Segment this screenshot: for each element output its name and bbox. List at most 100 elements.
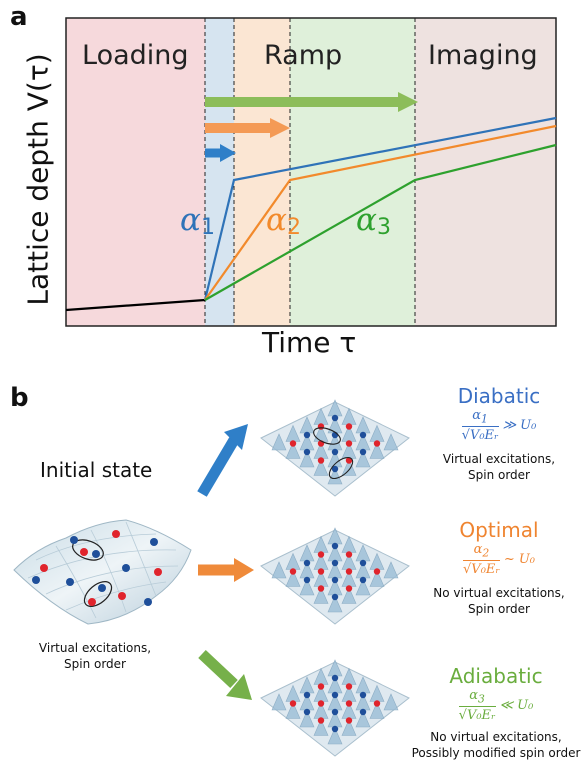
loading-region xyxy=(66,18,205,326)
lattice-peak xyxy=(341,458,357,476)
atom xyxy=(303,708,311,716)
alpha1-label: α1 xyxy=(180,202,215,240)
lattice-peak xyxy=(355,710,371,728)
atom xyxy=(317,457,325,464)
transition-arrows xyxy=(197,424,254,700)
atom xyxy=(331,542,339,550)
atom xyxy=(289,700,297,707)
loading-label: Loading xyxy=(82,40,189,71)
panel-b-label: b xyxy=(10,383,29,413)
atom xyxy=(331,414,339,422)
atom xyxy=(345,568,353,575)
alpha3-label: α3 xyxy=(356,202,391,240)
atom xyxy=(331,465,339,473)
atom xyxy=(317,423,325,430)
atom xyxy=(303,576,311,584)
atom xyxy=(303,691,311,699)
atom xyxy=(317,700,325,707)
atom xyxy=(345,423,353,430)
lattice-peak xyxy=(299,450,315,468)
lattice-adiabatic xyxy=(260,659,410,757)
x-axis-label: Time τ xyxy=(262,326,357,359)
lattice-diabatic xyxy=(260,399,410,497)
atom xyxy=(331,708,339,716)
lattice-peak xyxy=(271,693,287,711)
initial-lattice-illustration xyxy=(13,519,192,625)
formula-adiabatic: α3 √V₀Eᵣ ≪ U₀ xyxy=(458,688,534,723)
atom xyxy=(317,568,325,575)
formula-diabatic: α1 √V₀Eᵣ ≫ U₀ xyxy=(461,408,537,443)
formula-optimal: α2 √V₀Eᵣ ~ U₀ xyxy=(463,542,535,577)
atom xyxy=(359,448,367,456)
ramp3-region xyxy=(290,18,415,326)
regime-adiabatic: Adiabatic α3 √V₀Eᵣ ≪ U₀ No virtual excit… xyxy=(410,664,582,761)
curve-alpha2 xyxy=(204,124,557,301)
imaging-region xyxy=(415,18,556,326)
atom xyxy=(345,457,353,464)
plot-frame xyxy=(65,17,557,327)
lattice-peak xyxy=(383,561,399,579)
atom xyxy=(289,440,297,447)
atom xyxy=(331,448,339,456)
atom xyxy=(331,593,339,601)
regime-optimal: Optimal α2 √V₀Eᵣ ~ U₀ No virtual excitat… xyxy=(418,518,580,617)
arrow-adiabatic xyxy=(198,649,252,700)
lattice-peak xyxy=(383,693,399,711)
lattice-peak xyxy=(313,458,329,476)
phase-dividers xyxy=(204,18,416,326)
atom xyxy=(331,559,339,567)
loading-curve xyxy=(65,298,206,312)
lattice-peak xyxy=(369,441,385,459)
lattice-peak xyxy=(355,578,371,596)
regime-title-diabatic: Diabatic xyxy=(457,384,541,408)
regime-title-optimal: Optimal xyxy=(459,518,539,542)
lattice-peak xyxy=(285,441,301,459)
atom xyxy=(373,440,381,447)
atom xyxy=(303,448,311,456)
atom xyxy=(345,700,353,707)
pair-ellipse xyxy=(328,456,354,480)
atom xyxy=(359,559,367,567)
curve-alpha3 xyxy=(204,143,557,301)
lattice-peak xyxy=(327,467,343,485)
atom xyxy=(345,717,353,724)
atom xyxy=(345,683,353,690)
lattice-peak xyxy=(369,701,385,719)
atom xyxy=(317,551,325,558)
initial-caption: Virtual excitations, Spin order xyxy=(38,641,152,671)
arrow-diabatic xyxy=(197,424,248,497)
lattice-optimal xyxy=(260,527,410,625)
atom xyxy=(317,717,325,724)
alpha2-label: α2 xyxy=(266,202,301,240)
panel-a-label: a xyxy=(10,2,28,32)
lattice-peak xyxy=(327,595,343,613)
atom xyxy=(289,568,297,575)
curve-alpha1 xyxy=(203,116,557,301)
atom xyxy=(303,431,311,439)
lattice-peak xyxy=(299,578,315,596)
atom xyxy=(331,576,339,584)
ramp-label: Ramp xyxy=(264,40,343,71)
atom xyxy=(373,568,381,575)
atom xyxy=(359,708,367,716)
imaging-label: Imaging xyxy=(428,40,538,71)
initial-state-label: Initial state xyxy=(40,458,153,482)
atom xyxy=(331,725,339,733)
lattice-peak xyxy=(271,561,287,579)
lattice-peak xyxy=(299,710,315,728)
lattice-peak xyxy=(313,718,329,736)
atom xyxy=(331,674,339,682)
lattice-peak xyxy=(271,433,287,451)
atom xyxy=(345,440,353,447)
initial-atoms xyxy=(32,530,162,606)
y-axis-label: Lattice depth V(τ) xyxy=(21,53,55,306)
lattice-peak xyxy=(341,718,357,736)
atom xyxy=(359,431,367,439)
atom xyxy=(373,700,381,707)
lattice-peak xyxy=(369,569,385,587)
duration-arrows xyxy=(205,92,418,162)
caption-adiabatic: No virtual excitations, Possibly modifie… xyxy=(411,729,581,760)
caption-diabatic: Virtual excitations, Spin order xyxy=(442,451,556,482)
atom xyxy=(317,683,325,690)
ramp1-region xyxy=(205,18,234,326)
